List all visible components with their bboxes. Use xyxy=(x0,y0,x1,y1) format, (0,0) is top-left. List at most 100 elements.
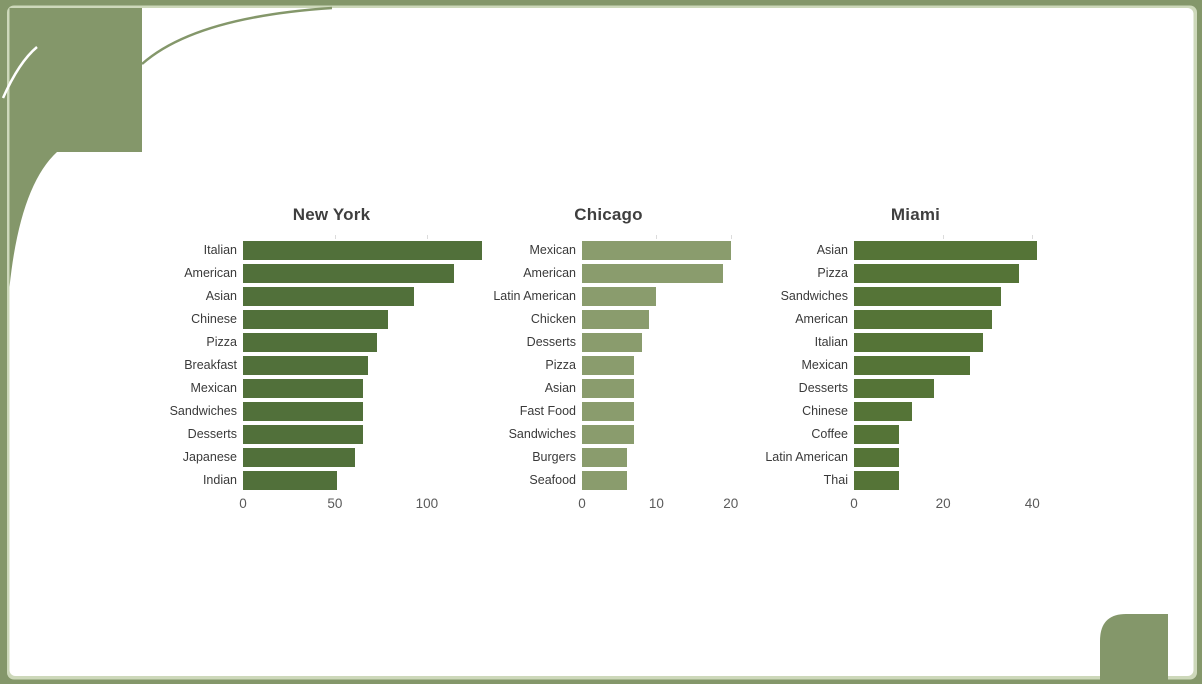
bar-coffee xyxy=(854,425,899,444)
bar-row: Sandwiches xyxy=(481,423,736,446)
category-label: Breakfast xyxy=(184,358,237,372)
bar-row: Japanese xyxy=(150,446,487,469)
bar-desserts xyxy=(582,333,642,352)
bar-sandwiches xyxy=(582,425,635,444)
chart-new-york: New York Italian American Asian Chinese Pizza… xyxy=(150,205,487,516)
bar-row: American xyxy=(481,262,736,285)
bar-rows: Mexican American Latin American Chicken Dess… xyxy=(481,239,736,492)
tick-mark xyxy=(656,235,658,239)
category-label: American xyxy=(523,266,576,280)
corner-ornament-top-left-arc xyxy=(141,6,333,65)
plot-area xyxy=(582,400,736,423)
tick-mark xyxy=(943,235,945,239)
category-label: Latin American xyxy=(765,450,848,464)
bar-row: Pizza xyxy=(481,354,736,377)
plot-area xyxy=(854,354,1043,377)
category-label: Indian xyxy=(202,473,237,487)
category-label: Latin American xyxy=(493,289,576,303)
bar-row: American xyxy=(748,308,1043,331)
bar-asian xyxy=(243,287,414,306)
bar-breakfast xyxy=(243,356,369,375)
bar-row: Italian xyxy=(150,239,487,262)
category-label: Sandwiches xyxy=(508,427,576,441)
plot-area xyxy=(854,469,1043,492)
bar-row: Desserts xyxy=(150,423,487,446)
bar-row: Mexican xyxy=(748,354,1043,377)
top-tick-marks xyxy=(582,234,736,239)
plot-area xyxy=(582,423,736,446)
bar-burgers xyxy=(582,448,627,467)
tick-mark xyxy=(334,235,336,239)
category-label: Mexican xyxy=(801,358,848,372)
bar-italian xyxy=(854,333,984,352)
bar-row: Latin American xyxy=(748,446,1043,469)
bar-pizza xyxy=(243,333,378,352)
category-label: Coffee xyxy=(811,427,848,441)
bar-row: Thai xyxy=(748,469,1043,492)
x-tick-label: 20 xyxy=(935,496,951,511)
bar-mexican xyxy=(854,356,970,375)
category-label: Pizza xyxy=(206,335,237,349)
plot-area xyxy=(582,377,736,400)
bar-row: Indian xyxy=(150,469,487,492)
category-label: Asian xyxy=(544,381,576,395)
category-label: Sandwiches xyxy=(169,404,237,418)
corner-ornament-white-arc xyxy=(1,46,38,99)
category-label: Mexican xyxy=(190,381,237,395)
bar-latin-american xyxy=(854,448,899,467)
category-label: Chinese xyxy=(191,312,237,326)
bar-row: Asian xyxy=(481,377,736,400)
corner-ornament-bottom-right xyxy=(1100,614,1168,684)
category-label: American xyxy=(795,312,848,326)
category-label: Fast Food xyxy=(519,404,576,418)
bar-american xyxy=(582,264,724,283)
plot-area xyxy=(854,308,1043,331)
plot-area xyxy=(582,262,736,285)
x-axis: 0 20 40 xyxy=(748,496,1043,516)
bar-sandwiches xyxy=(243,402,363,421)
bar-pizza xyxy=(582,356,635,375)
category-label: American xyxy=(184,266,237,280)
bar-mexican xyxy=(243,379,363,398)
bar-row: Chinese xyxy=(748,400,1043,423)
bar-chicken xyxy=(582,310,649,329)
category-label: Mexican xyxy=(529,243,576,257)
category-label: Thai xyxy=(823,473,848,487)
category-label: Sandwiches xyxy=(780,289,848,303)
bar-row: Breakfast xyxy=(150,354,487,377)
chart-title: Miami xyxy=(890,205,941,224)
plot-area xyxy=(854,239,1043,262)
plot-area xyxy=(243,331,487,354)
plot-area xyxy=(243,239,487,262)
bar-fast-food xyxy=(582,402,635,421)
plot-area xyxy=(582,354,736,377)
category-label: Desserts xyxy=(526,335,576,349)
bar-row: American xyxy=(150,262,487,285)
bar-latin-american xyxy=(582,287,657,306)
x-tick-label: 10 xyxy=(648,496,664,511)
category-label: Desserts xyxy=(798,381,848,395)
plot-area xyxy=(582,331,736,354)
category-label: Asian xyxy=(816,243,848,257)
bar-italian xyxy=(243,241,483,260)
plot-area xyxy=(582,285,736,308)
plot-area xyxy=(854,262,1043,285)
plot-area xyxy=(243,469,487,492)
category-label: Italian xyxy=(203,243,237,257)
category-label: Pizza xyxy=(817,266,848,280)
bar-row: Desserts xyxy=(748,377,1043,400)
bar-american xyxy=(243,264,455,283)
category-label: Seafood xyxy=(529,473,576,487)
plot-area xyxy=(243,354,487,377)
plot-area xyxy=(582,239,736,262)
plot-area xyxy=(854,446,1043,469)
bar-row: Asian xyxy=(748,239,1043,262)
plot-area xyxy=(582,469,736,492)
bar-row: Burgers xyxy=(481,446,736,469)
top-tick-marks xyxy=(243,234,487,239)
plot-area xyxy=(243,377,487,400)
bar-row: Latin American xyxy=(481,285,736,308)
bar-thai xyxy=(854,471,899,490)
category-label: Burgers xyxy=(532,450,576,464)
x-tick-label: 20 xyxy=(723,496,739,511)
